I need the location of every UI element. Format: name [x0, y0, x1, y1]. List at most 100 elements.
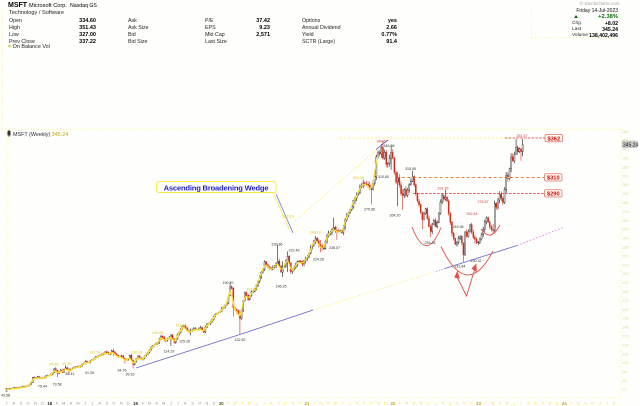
svg-text:300: 300: [623, 183, 629, 187]
svg-text:M: M: [234, 402, 237, 406]
svg-text:21: 21: [305, 401, 310, 406]
svg-text:J: J: [91, 402, 93, 406]
svg-text:249.36: 249.36: [453, 225, 464, 229]
svg-text:170: 170: [623, 299, 629, 303]
svg-text:230: 230: [623, 246, 629, 250]
svg-text:S: S: [106, 402, 109, 406]
svg-text:A: A: [584, 402, 587, 406]
svg-text:125.26: 125.26: [179, 340, 190, 344]
svg-text:M: M: [319, 402, 322, 406]
svg-text:290: 290: [623, 192, 629, 196]
svg-text:320: 320: [623, 165, 629, 169]
svg-text:20: 20: [219, 401, 224, 406]
svg-text:187.51: 187.51: [247, 288, 258, 292]
svg-text:114.29: 114.29: [164, 350, 175, 354]
svg-text:S: S: [363, 402, 366, 406]
svg-text:J: J: [342, 402, 344, 406]
svg-text:100: 100: [623, 361, 629, 365]
svg-text:D: D: [213, 402, 216, 406]
svg-text:M: M: [577, 402, 580, 406]
svg-text:211.84: 211.84: [455, 265, 466, 269]
svg-text:264.20: 264.20: [390, 214, 401, 218]
svg-text:200: 200: [623, 272, 629, 276]
svg-text:97.90: 97.90: [63, 362, 72, 366]
svg-text:M: M: [419, 402, 422, 406]
svg-text:238.07: 238.07: [329, 246, 340, 250]
svg-text:O: O: [112, 402, 115, 406]
svg-text:A: A: [499, 402, 502, 406]
svg-text:19: 19: [133, 401, 138, 406]
svg-text:$310: $310: [547, 176, 560, 182]
svg-text:J: J: [513, 402, 515, 406]
svg-text:A: A: [184, 402, 187, 406]
svg-text:J: J: [6, 402, 8, 406]
svg-text:140: 140: [623, 326, 629, 330]
svg-text:A: A: [327, 402, 330, 406]
svg-text:J: J: [349, 402, 351, 406]
svg-text:351.47: 351.47: [517, 134, 528, 138]
svg-text:F: F: [485, 402, 488, 406]
svg-text:J: J: [434, 402, 436, 406]
svg-text:210: 210: [623, 263, 629, 267]
svg-text:F: F: [142, 402, 145, 406]
svg-text:141.68: 141.68: [176, 324, 187, 328]
svg-text:J: J: [599, 402, 601, 406]
svg-text:132.52: 132.52: [235, 338, 246, 342]
svg-text:196.25: 196.25: [276, 285, 287, 289]
svg-text:O: O: [456, 402, 459, 406]
svg-text:304.36: 304.36: [353, 176, 364, 180]
svg-text:N: N: [120, 402, 123, 406]
svg-text:250: 250: [623, 228, 629, 232]
svg-text:M: M: [76, 402, 79, 406]
svg-text:190: 190: [623, 281, 629, 285]
svg-text:N: N: [34, 402, 37, 406]
svg-text:110: 110: [623, 352, 629, 356]
svg-text:S: S: [191, 402, 194, 406]
svg-text:82.41: 82.41: [66, 372, 75, 376]
svg-text:275.85: 275.85: [364, 207, 375, 211]
svg-text:160: 160: [623, 308, 629, 312]
svg-text:M: M: [334, 402, 337, 406]
svg-text:M: M: [148, 402, 151, 406]
svg-text:A: A: [356, 402, 359, 406]
svg-text:D: D: [384, 402, 387, 406]
svg-text:O: O: [284, 402, 287, 406]
svg-text:310.60: 310.60: [378, 175, 389, 179]
svg-text:$362: $362: [547, 136, 560, 142]
svg-text:A: A: [155, 402, 158, 406]
svg-text:112.24: 112.24: [90, 351, 101, 355]
svg-text:A: A: [13, 402, 16, 406]
svg-text:S: S: [449, 402, 452, 406]
svg-text:O: O: [198, 402, 201, 406]
svg-text:N: N: [463, 402, 466, 406]
svg-text:A: A: [70, 402, 73, 406]
svg-text:95.45: 95.45: [50, 363, 59, 367]
svg-text:330: 330: [623, 157, 629, 161]
svg-text:70: 70: [623, 388, 627, 392]
svg-text:222.49: 222.49: [289, 249, 300, 253]
svg-text:M: M: [491, 402, 494, 406]
svg-text:D: D: [298, 402, 301, 406]
svg-text:340: 340: [623, 148, 629, 152]
svg-text:J: J: [606, 402, 608, 406]
svg-text:24: 24: [562, 401, 567, 406]
svg-text:280: 280: [623, 201, 629, 205]
svg-text:J: J: [256, 402, 258, 406]
svg-text:M: M: [62, 402, 65, 406]
svg-text:349.67: 349.67: [377, 140, 388, 144]
svg-text:291.36: 291.36: [438, 187, 449, 191]
svg-text:90: 90: [623, 370, 627, 374]
svg-text:260: 260: [623, 219, 629, 223]
svg-text:232.86: 232.86: [272, 243, 283, 247]
svg-text:A: A: [527, 402, 530, 406]
svg-text:310: 310: [623, 174, 629, 178]
svg-text:O: O: [370, 402, 373, 406]
svg-text:S: S: [277, 402, 280, 406]
svg-text:224.26: 224.26: [313, 257, 324, 261]
svg-text:130.65: 130.65: [152, 331, 163, 335]
svg-text:18: 18: [47, 401, 52, 406]
svg-text:239.26: 239.26: [425, 241, 436, 245]
svg-text:43.58: 43.58: [1, 394, 10, 398]
svg-text:79.58: 79.58: [53, 383, 62, 387]
svg-text:A: A: [613, 402, 616, 406]
